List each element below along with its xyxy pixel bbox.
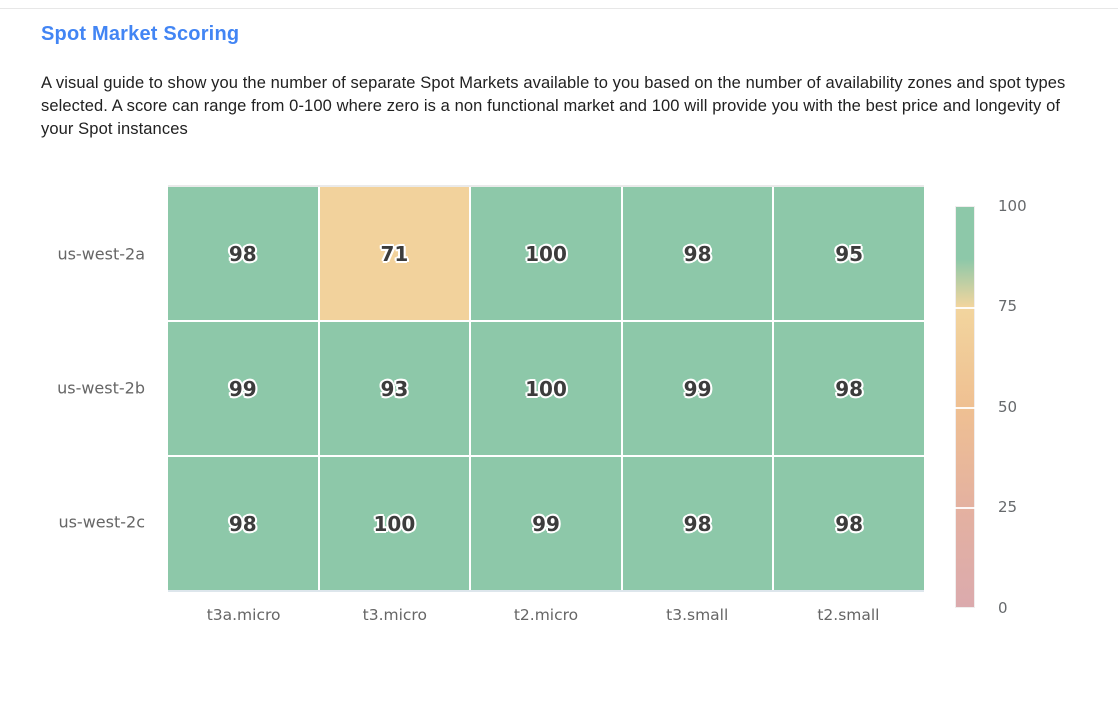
heatmap-cell[interactable]: 71 [319,187,470,320]
heatmap-cell[interactable]: 98 [168,187,318,320]
y-axis-label-us-west-2c: us-west-2c [58,512,145,532]
heatmap-cell[interactable]: 100 [319,457,470,590]
x-axis-label-t3-small: t3.small [666,606,729,624]
x-axis-label-t3-micro: t3.micro [362,606,427,624]
heatmap-cell[interactable]: 98 [168,457,318,590]
page-title: Spot Market Scoring [41,23,240,45]
heatmap-cell[interactable]: 98 [774,457,924,590]
x-axis-label-t2-small: t2.small [817,606,880,624]
heatmap-cell[interactable]: 99 [622,322,773,455]
heatmap: 98 71 100 98 95 99 93 100 99 98 98 100 99 98 98 [168,185,924,592]
top-divider [0,8,1118,9]
heatmap-cell[interactable]: 95 [774,187,924,320]
colorbar-separator-50 [955,407,975,409]
heatmap-cell[interactable]: 99 [168,322,318,455]
y-axis-label-us-west-2a: us-west-2a [57,244,145,264]
colorbar-tick-0: 0 [998,599,1008,617]
colorbar-tick-100: 100 [998,197,1027,215]
colorbar-tick-25: 25 [998,498,1018,516]
heatmap-cell[interactable]: 98 [622,187,773,320]
colorbar-gradient [955,206,975,608]
colorbar-tick-50: 50 [998,398,1018,416]
x-axis-labels: t3a.micro t3.micro t2.micro t3.small t2.… [168,606,924,624]
y-axis-label-us-west-2b: us-west-2b [57,378,145,398]
heatmap-cell[interactable]: 100 [471,322,621,455]
heatmap-cell[interactable]: 98 [622,457,773,590]
heatmap-cell[interactable]: 100 [471,187,621,320]
colorbar-tick-75: 75 [998,297,1018,315]
heatmap-cell[interactable]: 93 [319,322,470,455]
page-description: A visual guide to show you the number of… [41,74,1066,138]
heatmap-cell[interactable]: 99 [471,457,621,590]
x-axis-label-t2-micro: t2.micro [513,606,579,624]
colorbar-separator-75 [955,307,975,309]
colorbar-separator-25 [955,507,975,509]
x-axis-label-t3a-micro: t3a.micro [206,606,281,624]
heatmap-cell[interactable]: 98 [774,322,924,455]
